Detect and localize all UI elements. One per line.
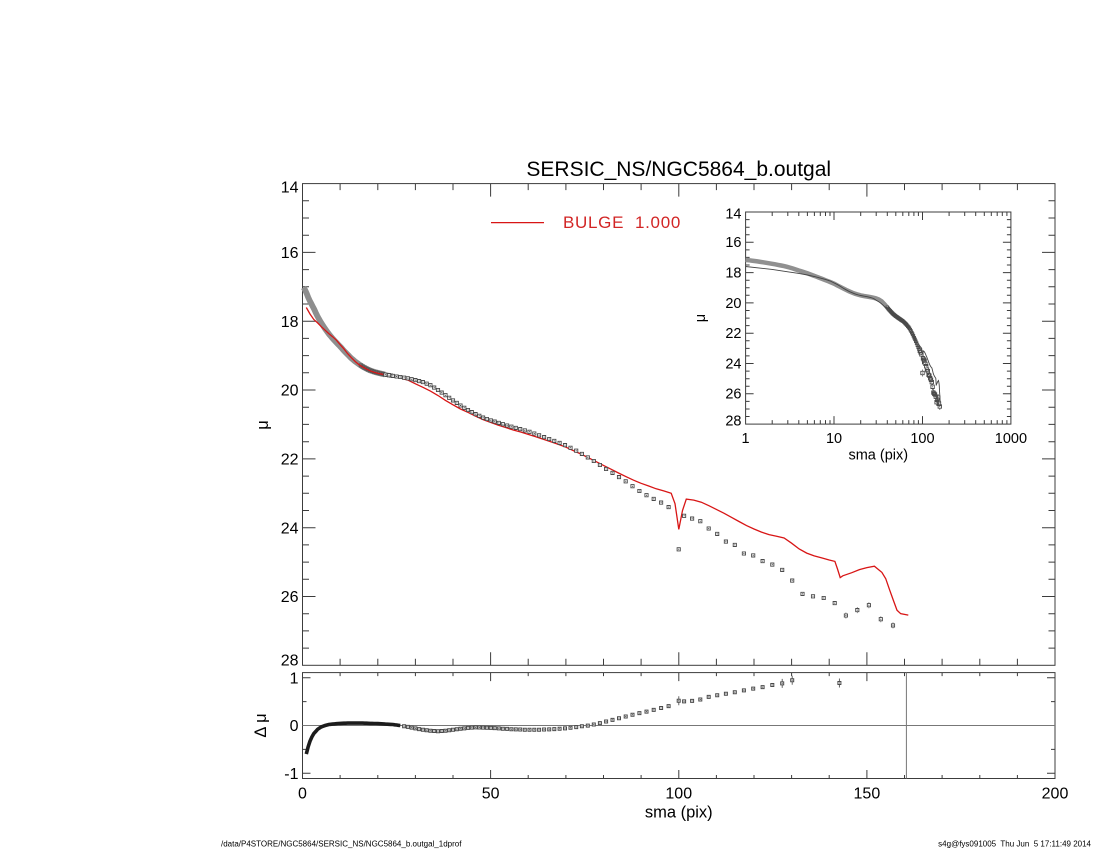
svg-text:24: 24: [725, 356, 741, 372]
svg-text:μ: μ: [254, 420, 272, 430]
svg-text:/data/P4STORE/NGC5864/SERSIC_N: /data/P4STORE/NGC5864/SERSIC_NS/NGC5864_…: [221, 840, 462, 849]
svg-text:16: 16: [281, 245, 299, 262]
svg-text:24: 24: [281, 520, 299, 537]
svg-text:28: 28: [281, 653, 299, 670]
svg-text:0: 0: [290, 718, 299, 735]
svg-text:18: 18: [281, 314, 299, 331]
svg-text:BULGE 1.000: BULGE 1.000: [563, 213, 681, 232]
svg-text:SERSIC_NS/NGC5864_b.outgal: SERSIC_NS/NGC5864_b.outgal: [526, 158, 831, 181]
svg-text:18: 18: [725, 266, 741, 282]
svg-text:100: 100: [665, 786, 692, 803]
svg-text:-1: -1: [284, 766, 298, 783]
svg-text:μ: μ: [693, 314, 709, 322]
svg-text:20: 20: [281, 383, 299, 400]
svg-text:14: 14: [281, 179, 299, 196]
svg-text:26: 26: [281, 589, 299, 606]
svg-text:1: 1: [742, 431, 750, 447]
svg-text:0: 0: [298, 786, 307, 803]
svg-text:1: 1: [290, 670, 299, 687]
svg-text:Δ μ: Δ μ: [252, 713, 270, 737]
svg-text:16: 16: [725, 235, 741, 251]
svg-text:22: 22: [281, 451, 299, 468]
svg-text:20: 20: [725, 296, 741, 312]
svg-text:14: 14: [725, 206, 741, 222]
svg-text:s4g@fys091005 Thu Jun 5 17:1: s4g@fys091005 Thu Jun 5 17:11:49 2014: [938, 840, 1091, 849]
svg-text:200: 200: [1042, 786, 1069, 803]
svg-text:100: 100: [910, 431, 934, 447]
svg-text:10: 10: [826, 431, 842, 447]
svg-text:150: 150: [854, 786, 881, 803]
svg-text:sma (pix): sma (pix): [645, 804, 713, 822]
svg-text:50: 50: [482, 786, 500, 803]
svg-text:26: 26: [725, 387, 741, 403]
svg-text:22: 22: [725, 326, 741, 342]
svg-text:28: 28: [725, 413, 741, 429]
svg-text:sma (pix): sma (pix): [848, 448, 908, 464]
svg-text:1000: 1000: [995, 431, 1027, 447]
